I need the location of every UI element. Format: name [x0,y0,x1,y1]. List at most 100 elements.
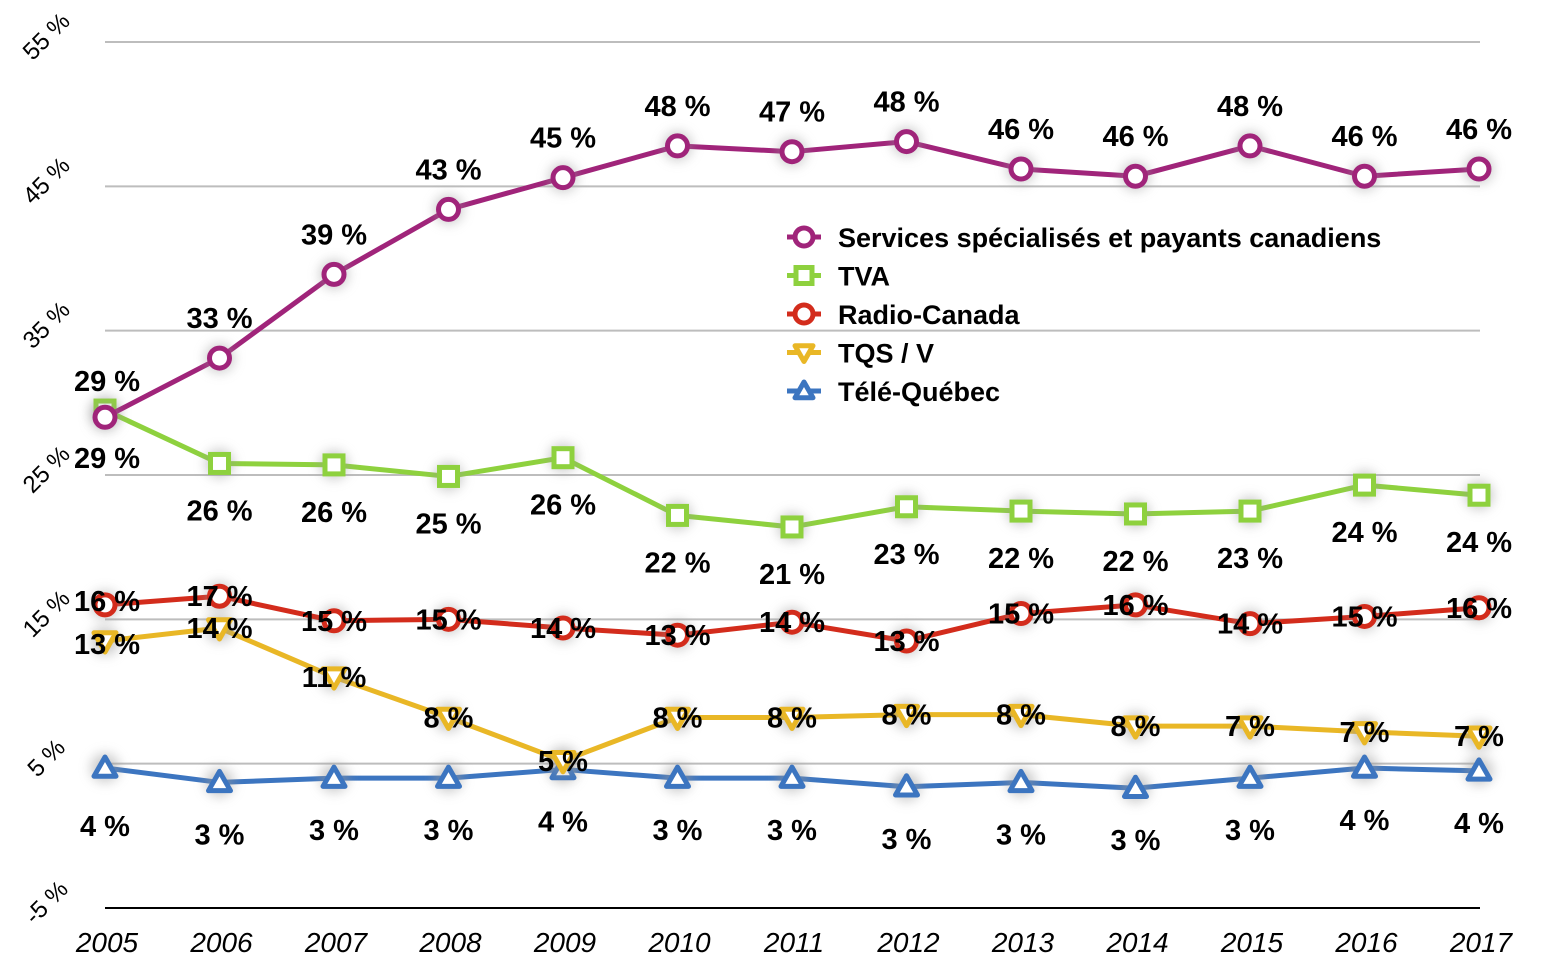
data-point [549,750,577,775]
data-point [322,453,346,477]
data-point [666,503,689,527]
data-point [551,446,575,470]
data-label: 8 % [653,702,703,734]
legend-marker [792,343,816,364]
data-point [320,764,348,789]
data-point [893,773,920,798]
data-point [437,464,460,488]
data-label: 5 % [538,746,588,778]
data-point [664,706,691,731]
data-point [779,609,805,635]
data-label: 13 % [644,620,710,652]
data-point [665,622,690,648]
data-label: 14 % [759,607,825,639]
data-label: 8 % [767,702,817,734]
data-label: 22 % [988,543,1054,575]
y-axis-ticks: -5 % 5 % 15 % 25 % 35 % 45 % 55 % [18,8,76,930]
data-point [780,515,804,539]
data-label: 7 % [1225,711,1275,743]
legend-label: Télé-Québec [838,377,1000,407]
x-tick-label: 2009 [533,927,596,958]
data-point [550,615,576,641]
data-point [1007,768,1035,794]
data-label: 13 % [873,626,939,658]
data-point [435,706,462,731]
data-point [665,133,690,159]
data-label: 48 % [1217,91,1283,123]
data-point [1466,595,1492,621]
data-label: 22 % [644,547,710,579]
data-point [1351,721,1378,746]
x-tick-label: 2011 [763,927,824,958]
data-point [206,768,233,794]
data-label: 8 % [996,700,1046,732]
data-label: 4 % [1454,808,1504,840]
legend-item: Services spécialisés et payants canadien… [787,223,1381,253]
data-point [1353,473,1376,497]
data-point [1009,499,1033,523]
data-point [1465,725,1493,750]
data-point [895,495,918,519]
data-point [1122,774,1149,799]
legend-label: Services spécialisés et payants canadien… [838,223,1381,253]
data-label: 29 % [74,366,140,398]
data-label: 26 % [530,490,596,522]
data-label: 33 % [186,303,252,335]
data-label: 25 % [415,508,481,540]
data-point [1008,156,1034,182]
data-point [1236,764,1264,789]
legend-item: TVA [787,262,890,292]
data-point [92,404,118,430]
series-2 [91,582,1493,655]
series-0 [91,127,1493,432]
data-point [1467,483,1491,507]
data-label: 4 % [80,811,130,843]
data-point [1351,754,1378,779]
data-point [1123,592,1148,618]
x-tick-label: 2017 [1449,927,1514,958]
data-label: 15 % [415,604,481,636]
series-3 [91,613,1493,775]
x-tick-label: 2013 [991,927,1055,958]
x-tick-label: 2008 [418,927,482,958]
data-point [208,451,231,475]
data-label: 46 % [1102,121,1168,153]
x-tick-label: 2006 [189,927,253,958]
x-tick-label: 2015 [1220,927,1284,958]
data-point [893,703,920,729]
data-label: 26 % [186,495,252,527]
data-label: 3 % [424,815,474,847]
series-1 [91,396,1493,541]
y-tick-label: 35 % [18,296,76,354]
data-point [321,261,347,287]
data-point [1124,502,1147,526]
data-point [1352,163,1377,189]
data-label: 24 % [1331,517,1397,549]
legend-marker [793,265,815,286]
data-point [1466,156,1492,182]
data-label: 14 % [530,613,596,645]
data-point [1237,133,1263,159]
data-point [1122,715,1149,740]
data-label: 3 % [653,815,703,847]
data-label: 48 % [873,87,939,119]
data-label: 24 % [1446,527,1512,559]
data-label: 46 % [1331,121,1397,153]
data-label: 7 % [1454,721,1504,753]
data-point [1465,757,1493,782]
data-point [550,165,576,191]
legend-label: TVA [838,262,890,292]
data-label: 11 % [302,662,367,694]
data-point [206,617,233,642]
data-label: 21 % [759,559,825,591]
data-point [91,754,119,779]
y-tick-label: 45 % [18,152,76,210]
data-label: 15 % [1331,601,1397,633]
x-tick-label: 2016 [1334,927,1398,958]
data-point [435,764,462,789]
data-label: 8 % [882,700,932,732]
data-label: 15 % [301,606,367,638]
data-point [664,764,691,789]
legend-marker [792,302,816,326]
